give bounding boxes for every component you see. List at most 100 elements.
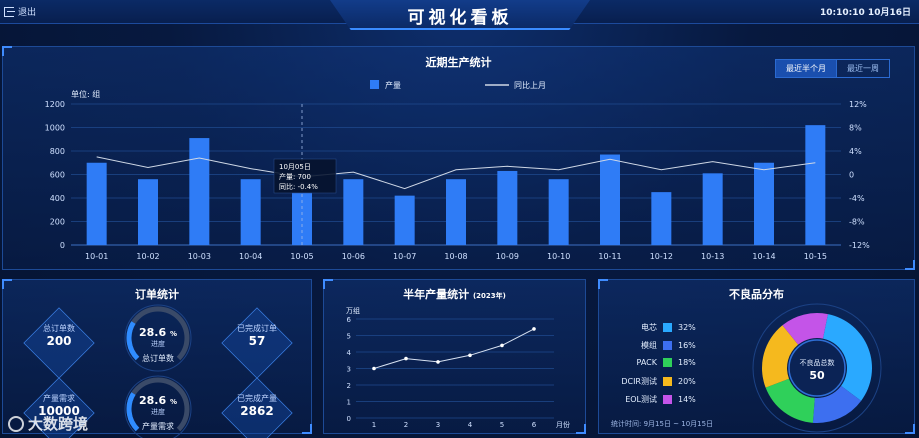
order-gauge-percent-value: 28.6 (139, 326, 167, 339)
defect-legend-label: 模组 (641, 341, 657, 350)
half-y-tick-label: 4 (347, 349, 352, 357)
donut-center-label: 不良品总数 (800, 358, 835, 367)
completed-orders-card: 已完成订单 57 (217, 307, 297, 379)
completed-orders-value: 57 (248, 334, 266, 348)
bar-10-01 (86, 162, 107, 245)
half-year-ylabel: 万组 (346, 306, 360, 315)
y-left-tick-label: 800 (50, 147, 65, 156)
defect-legend-label: EOL测试 (625, 395, 657, 404)
defect-legend-value: 32% (678, 323, 696, 332)
demand-gauge-unit: % (169, 398, 177, 406)
half-x-tick-label: 6 (532, 421, 537, 429)
y-left-tick-label: 400 (50, 194, 65, 203)
y-left-tick-label: 200 (50, 218, 65, 227)
defect-legend-row: PACK 18% (611, 358, 708, 367)
y-left-tick-label: 600 (50, 171, 65, 180)
demand-gauge-sub: 进度 (151, 408, 165, 416)
range-week-button[interactable]: 最近一周 (847, 64, 879, 73)
legend-line-label: 同比上月 (514, 80, 546, 90)
half-y-tick-label: 1 (347, 399, 351, 407)
defect-legend-value: 20% (678, 377, 696, 386)
defect-legend-row: DCIR测试 20% (611, 376, 708, 387)
donut-slice-2 (765, 378, 815, 423)
bar-10-09 (497, 170, 518, 245)
defect-panel: 不良品分布 电芯 32% 模组 16% PACK 18% DCIR测试 20% EOL测试 14%… (598, 279, 915, 434)
half-y-tick-label: 0 (347, 415, 351, 423)
x-tick-label: 10-05 (290, 252, 313, 261)
demand-gauge-percent: 28.6 % (123, 394, 193, 407)
completed-output-label: 已完成产量 (237, 394, 277, 403)
defect-legend-value: 18% (678, 358, 696, 367)
bar-10-14 (754, 162, 774, 245)
bar-10-04 (240, 179, 261, 245)
production-title: 近期生产统计 (425, 56, 492, 69)
donut-slice-4 (782, 313, 828, 345)
legend-bar-label: 产量 (385, 80, 401, 90)
donut-slice-0 (822, 314, 872, 401)
stat-time: 统计时间: 9月15日 ~ 10月15日 (611, 420, 714, 428)
x-tick-label: 10-04 (239, 252, 262, 261)
header: 可视化看板 退出 10:10:10 10月16日 (0, 0, 919, 30)
defect-legend-value: 14% (678, 395, 696, 404)
half-year-point-4 (468, 353, 472, 358)
donut-slice-3 (762, 325, 799, 388)
gauge-outer-ring (124, 375, 192, 438)
range-half-month-button[interactable]: 最近半个月 (776, 60, 837, 77)
yoy-line (96, 156, 816, 190)
production-panel: 近期生产统计 最近半个月 最近一周 产量 同比上月 单位: 组 0 200 400 600 8… (2, 46, 915, 270)
demand-progress-gauge (124, 375, 192, 438)
y-right-tick-label: 4% (849, 147, 862, 156)
bar-10-02 (138, 179, 158, 245)
completed-output-value: 2862 (240, 404, 274, 418)
logout-button[interactable]: 退出 (4, 5, 36, 18)
defect-legend-row: 电芯 32% (611, 322, 708, 333)
donut-outer-ring (752, 303, 882, 433)
x-tick-label: 10-13 (701, 252, 724, 261)
tooltip-output: 产量: 700 (279, 172, 311, 181)
gauge-outer-ring (124, 304, 192, 372)
watermark-text: 大数跨境 (28, 415, 89, 433)
legend-bar-swatch (370, 80, 379, 89)
x-tick-label: 10-09 (496, 252, 519, 261)
half-year-title-row: 半年产量统计 (2023年) (324, 286, 585, 302)
x-tick-label: 10-15 (804, 252, 827, 261)
title-plate (330, 0, 590, 30)
half-y-tick-label: 3 (347, 366, 351, 374)
demand-card: 产量需求 10000 (19, 377, 99, 438)
total-orders-label: 总订单数 (43, 324, 75, 333)
bar-10-10 (548, 179, 569, 245)
demand-label: 产量需求 (43, 394, 75, 403)
x-tick-label: 10-02 (136, 252, 159, 261)
y-left-tick-label: 0 (60, 241, 65, 250)
page-title: 可视化看板 (407, 8, 513, 28)
donut-center (788, 339, 846, 397)
x-tick-label: 10-01 (85, 252, 108, 261)
bar-10-06 (343, 179, 364, 245)
y-right-tick-label: -4% (849, 194, 865, 203)
total-orders-card: 总订单数 200 (19, 307, 99, 379)
half-year-point-1 (372, 366, 376, 371)
range-toggle: 最近半个月 最近一周 (775, 59, 890, 78)
demand-gauge-caption: 产量需求 (142, 422, 174, 431)
half-year-chart: 万组 0 1 2 3 4 5 6 1 2 3 4 5 6 月份 (346, 306, 570, 429)
half-x-tick-label: 2 (404, 421, 408, 429)
demand-value: 10000 (38, 404, 80, 418)
half-year-point-6 (532, 327, 536, 331)
gauge-fill (126, 392, 140, 432)
demand-gauge-percent-value: 28.6 (139, 394, 167, 407)
x-tick-label: 10-03 (188, 252, 211, 261)
half-year-xlabel: 月份 (556, 420, 570, 429)
defect-legend-swatch (663, 358, 672, 367)
completed-output-card: 已完成产量 2862 (217, 377, 297, 438)
defect-legend-swatch (663, 323, 672, 332)
half-x-tick-label: 4 (468, 421, 473, 429)
half-year-point-2 (404, 356, 408, 361)
bar-10-15 (805, 125, 826, 245)
watermark-logo-icon (8, 415, 24, 432)
order-gauge-percent: 28.6 % (123, 326, 193, 339)
logout-icon (4, 6, 15, 17)
tooltip-box (273, 158, 337, 194)
half-year-title: 半年产量统计 (403, 288, 470, 301)
defect-legend-swatch (663, 341, 672, 350)
